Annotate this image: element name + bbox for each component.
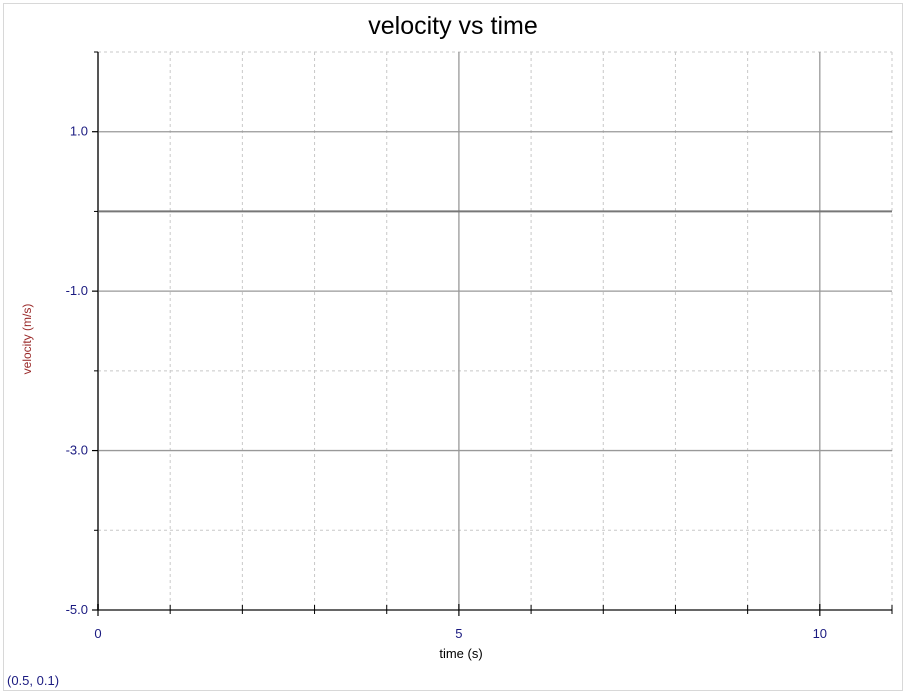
x-tick-label: 0 bbox=[94, 626, 101, 641]
x-tick-label: 5 bbox=[455, 626, 462, 641]
x-axis-label: time (s) bbox=[439, 646, 483, 661]
chart-frame bbox=[3, 3, 903, 691]
y-tick-label: -1.0 bbox=[66, 283, 88, 298]
x-tick-label: 10 bbox=[813, 626, 827, 641]
cursor-coordinate-readout: (0.5, 0.1) bbox=[7, 673, 60, 688]
y-axis-label: velocity (m/s) bbox=[20, 303, 34, 375]
y-tick-label: 1.0 bbox=[70, 124, 88, 139]
y-tick-label: -5.0 bbox=[66, 602, 88, 617]
y-tick-label: -3.0 bbox=[66, 443, 88, 458]
chart-title: velocity vs time bbox=[368, 12, 538, 40]
